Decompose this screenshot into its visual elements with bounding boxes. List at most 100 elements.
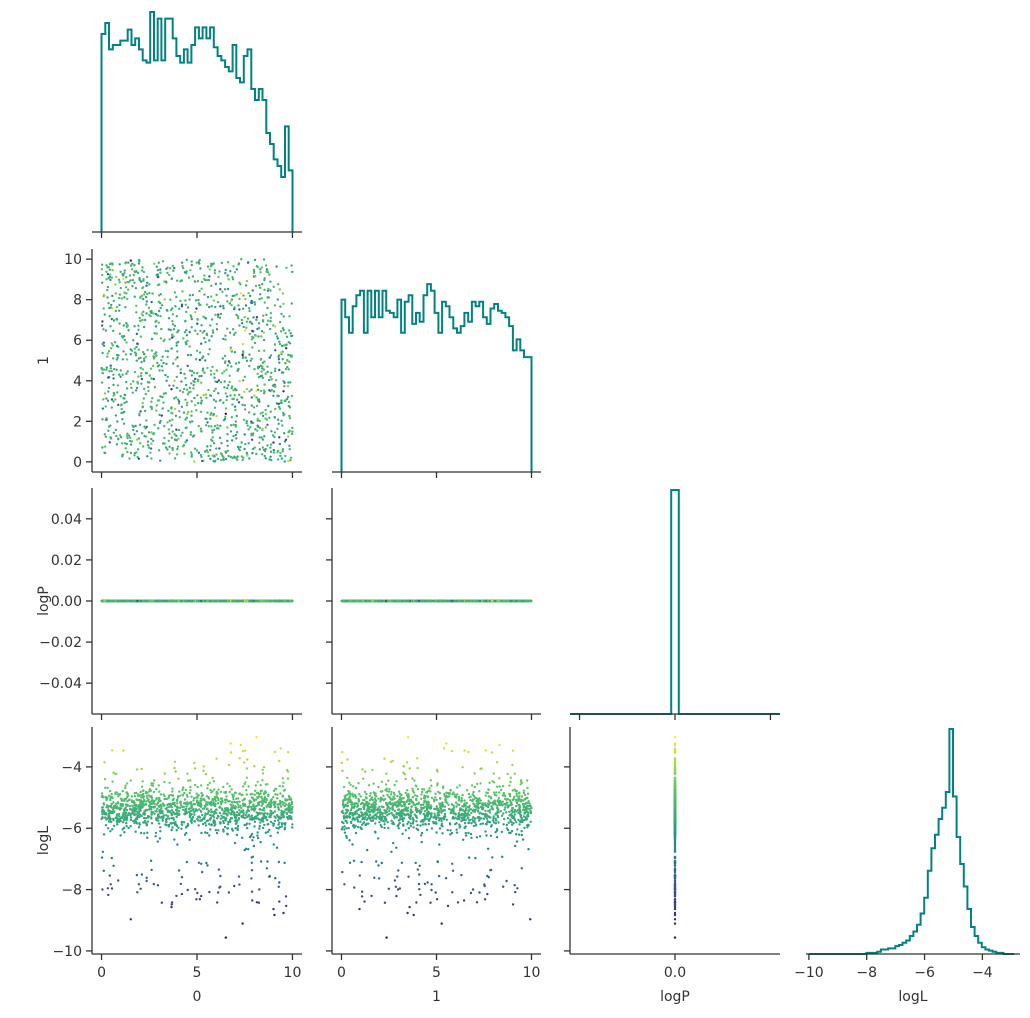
scatter-point — [225, 458, 227, 460]
scatter-point — [158, 449, 160, 451]
scatter-point — [269, 810, 271, 812]
scatter-point — [263, 331, 265, 333]
scatter-point — [211, 431, 213, 433]
scatter-point — [197, 402, 199, 404]
scatter-point — [156, 808, 158, 810]
scatter-point — [132, 279, 134, 281]
scatter-point — [186, 389, 188, 391]
scatter-point — [155, 313, 157, 315]
scatter-point — [138, 414, 140, 416]
scatter-point — [255, 319, 257, 321]
scatter-point — [200, 411, 202, 413]
scatter-point — [156, 362, 158, 364]
scatter-point — [104, 392, 106, 394]
scatter-point — [243, 391, 245, 393]
scatter-point — [111, 295, 113, 297]
scatter-point — [186, 861, 188, 863]
scatter-point — [251, 396, 253, 398]
scatter-point — [283, 329, 285, 331]
scatter-point — [291, 823, 293, 825]
scatter-point — [203, 274, 205, 276]
scatter-point — [291, 430, 293, 432]
scatter-point — [437, 600, 439, 602]
scatter-point — [259, 420, 261, 422]
scatter-point — [223, 386, 225, 388]
scatter-point — [169, 420, 171, 422]
scatter-point — [231, 801, 233, 803]
scatter-point — [259, 268, 261, 270]
scatter-point — [219, 600, 221, 602]
scatter-point — [284, 460, 286, 462]
scatter-point — [277, 458, 279, 460]
scatter-point — [221, 291, 223, 293]
scatter-point — [268, 389, 270, 391]
scatter-point — [146, 832, 148, 834]
scatter-point — [221, 372, 223, 374]
scatter-point — [167, 376, 169, 378]
scatter-point — [242, 308, 244, 310]
scatter-point — [200, 343, 202, 345]
scatter-point — [173, 380, 175, 382]
scatter-point — [172, 449, 174, 451]
scatter-point — [202, 770, 204, 772]
scatter-point — [259, 287, 261, 289]
scatter-point — [238, 401, 240, 403]
scatter-point — [374, 600, 376, 602]
scatter-point — [270, 821, 272, 823]
scatter-point — [220, 313, 222, 315]
scatter-point — [217, 458, 219, 460]
scatter-point — [243, 326, 245, 328]
scatter-point — [274, 370, 276, 372]
scatter-point — [150, 600, 152, 602]
scatter-point — [225, 269, 227, 271]
scatter-point — [151, 397, 153, 399]
scatter-point — [247, 317, 249, 319]
scatter-point — [130, 816, 132, 818]
scatter-point — [185, 311, 187, 313]
scatter-point — [160, 328, 162, 330]
scatter-point — [224, 338, 226, 340]
scatter-point — [236, 399, 238, 401]
scatter-point — [284, 828, 286, 830]
scatter-point — [241, 441, 243, 443]
scatter-point — [181, 432, 183, 434]
scatter-point — [147, 441, 149, 443]
scatter-point — [122, 278, 124, 280]
scatter-point — [185, 426, 187, 428]
scatter-point — [279, 443, 281, 445]
scatter-point — [192, 387, 194, 389]
scatter-point — [229, 302, 231, 304]
scatter-point — [235, 362, 237, 364]
scatter-point — [266, 307, 268, 309]
scatter-point — [164, 298, 166, 300]
scatter-point — [105, 271, 107, 273]
scatter-point — [183, 821, 185, 823]
scatter-point — [181, 290, 183, 292]
scatter-point — [107, 400, 109, 402]
scatter-point — [179, 300, 181, 302]
scatter-point — [215, 453, 217, 455]
scatter-point — [177, 438, 179, 440]
scatter-point — [253, 600, 255, 602]
scatter-point — [287, 431, 289, 433]
scatter-point — [249, 295, 251, 297]
scatter-point — [146, 276, 148, 278]
scatter-point — [165, 350, 167, 352]
scatter-point — [139, 296, 141, 298]
scatter-point — [225, 407, 227, 409]
scatter-point — [237, 304, 239, 306]
scatter-point — [487, 600, 489, 602]
scatter-point — [238, 361, 240, 363]
scatter-point — [258, 888, 260, 890]
scatter-point — [168, 432, 170, 434]
scatter-point — [181, 262, 183, 264]
scatter-point — [196, 262, 198, 264]
scatter-point — [156, 266, 158, 268]
scatter-point — [245, 848, 247, 850]
scatter-point — [115, 600, 117, 602]
scatter-point — [513, 600, 515, 602]
scatter-point — [281, 345, 283, 347]
scatter-point — [170, 829, 172, 831]
scatter-point — [105, 278, 107, 280]
scatter-point — [173, 838, 175, 840]
